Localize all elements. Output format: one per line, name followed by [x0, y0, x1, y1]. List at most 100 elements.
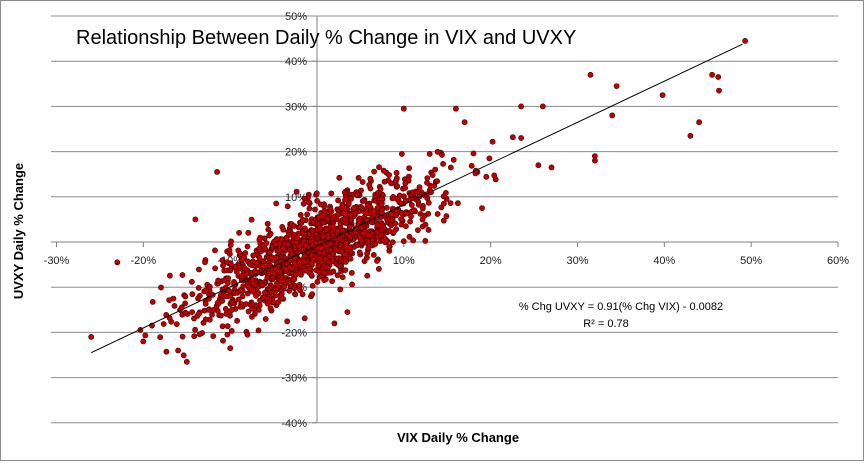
data-point [340, 210, 346, 217]
data-point [317, 255, 324, 262]
data-point [250, 288, 257, 295]
data-point [359, 230, 366, 237]
data-point [742, 38, 748, 44]
data-point [468, 162, 475, 169]
data-point [336, 174, 343, 181]
data-point [205, 306, 212, 313]
data-point [234, 317, 240, 324]
data-point [231, 290, 238, 296]
data-point [244, 331, 251, 338]
data-point [227, 345, 234, 352]
data-point [321, 269, 328, 276]
data-point [375, 265, 382, 272]
data-point [343, 240, 350, 246]
data-point [330, 214, 337, 221]
data-point [429, 172, 436, 178]
data-point [715, 74, 722, 80]
data-point [304, 211, 310, 218]
data-point [309, 259, 316, 265]
data-point [345, 200, 352, 207]
data-point [417, 210, 424, 217]
data-point [336, 235, 343, 242]
data-point [264, 295, 271, 302]
data-point [224, 280, 231, 286]
data-point [377, 185, 384, 192]
data-point [479, 205, 485, 211]
data-point [360, 197, 367, 204]
data-point [252, 268, 259, 275]
data-point [306, 205, 313, 212]
data-point [400, 238, 407, 245]
data-point [239, 293, 246, 300]
data-point [212, 247, 218, 254]
data-point [335, 197, 341, 204]
data-point [313, 190, 320, 197]
data-point [342, 258, 349, 265]
data-point [259, 281, 265, 288]
data-point [434, 148, 441, 155]
trendline-equation: % Chg UVXY = 0.91(% Chg VIX) - 0.0082 [519, 301, 723, 313]
data-point [309, 227, 316, 234]
data-point [407, 218, 413, 225]
data-point [294, 235, 301, 242]
data-point [307, 252, 314, 259]
data-point [535, 162, 542, 169]
data-point [301, 267, 308, 274]
data-point [613, 83, 620, 89]
data-point [370, 208, 377, 215]
data-point [393, 177, 399, 184]
data-point [408, 213, 414, 220]
data-point [224, 331, 231, 338]
data-point [250, 280, 257, 287]
data-point [390, 229, 397, 235]
data-point [355, 218, 362, 224]
data-point [337, 263, 344, 269]
data-point [321, 207, 328, 214]
data-point [364, 250, 370, 257]
data-point [217, 292, 224, 299]
data-point [400, 105, 407, 112]
data-point [414, 227, 421, 233]
data-point [220, 262, 226, 269]
data-point [316, 214, 322, 221]
data-point [250, 252, 257, 259]
data-point [440, 193, 447, 200]
data-point [339, 274, 346, 281]
y-tick-label: 30% [285, 101, 307, 113]
data-point [188, 278, 195, 285]
data-point [386, 243, 393, 250]
data-point [114, 259, 121, 266]
data-point [434, 211, 441, 217]
data-point [716, 87, 722, 94]
data-point [587, 71, 594, 78]
data-point [309, 282, 316, 289]
data-point [348, 269, 355, 276]
data-point [272, 241, 279, 248]
data-point [297, 211, 304, 218]
data-point [292, 271, 299, 278]
data-point [439, 151, 445, 158]
data-point [285, 278, 292, 284]
data-point [88, 333, 95, 340]
data-point [342, 196, 348, 203]
x-tick-label: 20% [480, 255, 502, 267]
data-point [337, 286, 344, 293]
data-point [264, 220, 271, 227]
data-point [256, 254, 263, 261]
data-point [284, 203, 291, 210]
data-point [196, 331, 203, 338]
data-point [217, 312, 224, 319]
data-point [236, 229, 242, 236]
data-point [238, 273, 245, 279]
data-point [215, 277, 222, 284]
data-point [158, 284, 164, 291]
data-point [316, 269, 323, 275]
data-point [440, 160, 446, 167]
data-point [227, 260, 234, 267]
data-point [222, 305, 229, 312]
data-point [365, 245, 372, 252]
data-point [256, 245, 262, 252]
data-point [183, 358, 190, 365]
data-point [356, 249, 363, 256]
